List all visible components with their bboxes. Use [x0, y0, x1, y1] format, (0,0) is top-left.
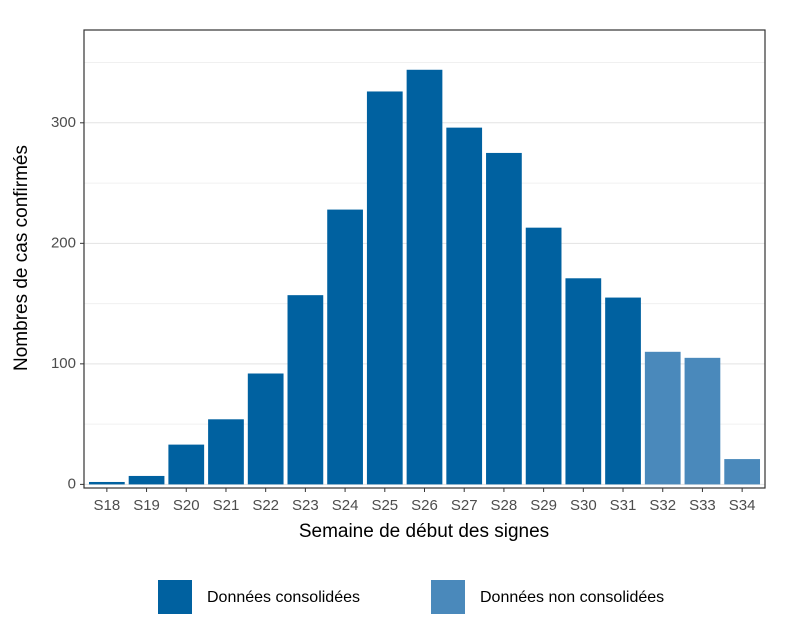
bar: [287, 295, 324, 485]
x-tick-label: S34: [729, 497, 756, 514]
legend-swatch: [158, 580, 192, 614]
x-tick-label: S28: [491, 497, 518, 514]
bar: [208, 419, 244, 485]
bar: [247, 373, 284, 485]
x-tick-label: S30: [570, 497, 597, 514]
bar: [406, 69, 443, 485]
x-axis-title: Semaine de début des signes: [299, 521, 549, 542]
legend-text: Données consolidées: [207, 589, 360, 606]
plot-border: [83, 29, 766, 489]
bar: [327, 209, 363, 485]
x-tick-label: S22: [252, 497, 279, 514]
bar: [168, 444, 205, 485]
bar: [486, 152, 522, 485]
bar: [525, 227, 562, 485]
bar: [605, 297, 641, 485]
y-tick-label: 200: [51, 234, 76, 251]
x-tick-label: S21: [213, 497, 240, 514]
bar: [724, 459, 761, 485]
bar: [88, 481, 125, 485]
y-tick-label: 0: [68, 475, 76, 492]
bar: [446, 127, 483, 485]
x-tick-label: S26: [411, 497, 438, 514]
y-tick-label: 100: [51, 355, 76, 372]
x-tick-label: S18: [94, 497, 121, 514]
bar: [644, 351, 681, 485]
bar: [565, 278, 602, 485]
legend-text: Données non consolidées: [480, 589, 664, 606]
x-tick-label: S32: [649, 497, 676, 514]
x-tick-label: S31: [610, 497, 637, 514]
x-tick-label: S25: [371, 497, 398, 514]
x-tick-label: S24: [332, 497, 359, 514]
x-tick-label: S19: [133, 497, 160, 514]
x-tick-label: S20: [173, 497, 200, 514]
bar: [366, 91, 403, 485]
x-tick-label: S23: [292, 497, 319, 514]
y-tick-label: 300: [51, 114, 76, 131]
bar: [684, 357, 721, 485]
y-axis-title: Nombres de cas confirmés: [11, 145, 32, 371]
x-tick-label: S29: [530, 497, 557, 514]
x-tick-label: S33: [689, 497, 716, 514]
x-tick-label: S27: [451, 497, 478, 514]
legend-swatch: [431, 580, 465, 614]
bar: [128, 475, 165, 485]
